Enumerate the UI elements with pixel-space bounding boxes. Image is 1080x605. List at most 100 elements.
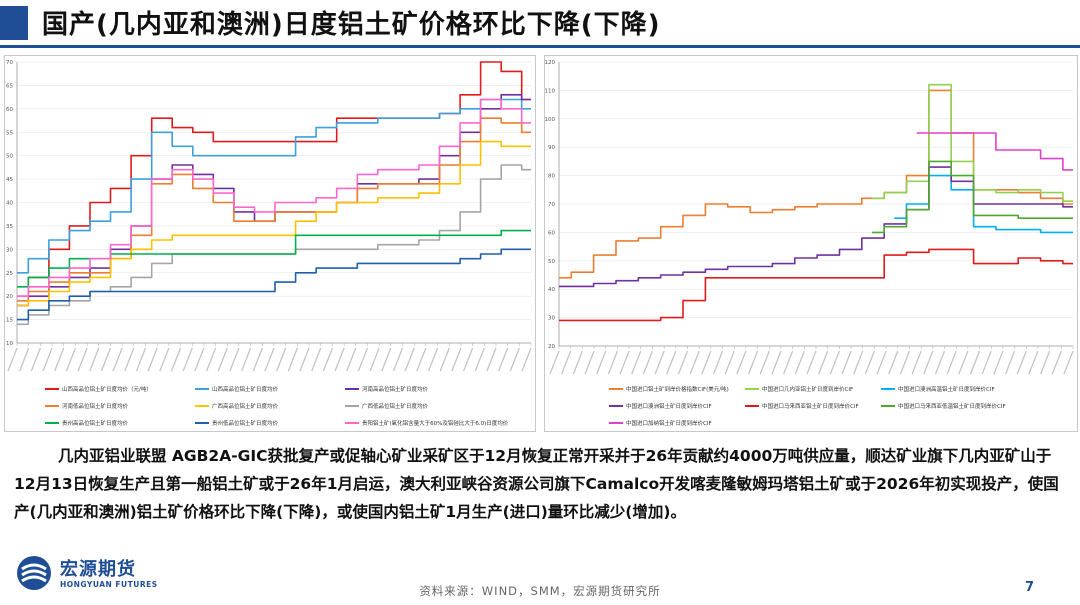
- x-tick-label-placeholder: [19, 347, 30, 372]
- x-tick-label-placeholder: [65, 347, 77, 372]
- y-tick-label: 120: [545, 60, 555, 66]
- x-tick-label-placeholder: [299, 347, 310, 372]
- title-divider: [0, 45, 1080, 48]
- chart-imported-bauxite-svg: 20 30 40 50 60 70 80 90 100 110 120 中国进口铝土矿到岸价格指数CI…: [545, 60, 1074, 427]
- x-tick-label-placeholder: [818, 350, 829, 375]
- series-line-7: [17, 248, 531, 321]
- x-tick-label-placeholder: [876, 350, 887, 375]
- y-tick-label: 50: [6, 154, 13, 160]
- x-tick-label-placeholder: [369, 347, 380, 372]
- legend-label: 河南高品位铝土矿日度均价: [362, 385, 429, 393]
- x-tick-label-placeholder: [392, 347, 404, 372]
- series-line-2: [894, 174, 1073, 234]
- x-tick-label-placeholder: [241, 347, 252, 372]
- x-tick-label-placeholder: [864, 350, 876, 375]
- legend-label: 中国进口马来西亚低温铝土矿日度到岸价CIF: [898, 402, 1006, 410]
- x-tick-label-placeholder: [1004, 350, 1016, 375]
- x-tick-label-placeholder: [346, 347, 357, 372]
- x-tick-label-placeholder: [712, 350, 724, 375]
- legend-label: 广西高品位铝土矿日度均价: [212, 402, 279, 410]
- x-tick-label-placeholder: [276, 347, 287, 372]
- y-tick-label: 100: [545, 117, 555, 123]
- y-tick-label: 60: [6, 107, 13, 113]
- x-tick-label-placeholder: [112, 347, 123, 372]
- x-tick-label-placeholder: [509, 347, 520, 372]
- x-tick-label-placeholder: [54, 347, 65, 372]
- x-tick-label-placeholder: [205, 347, 217, 372]
- x-tick-label-placeholder: [264, 347, 275, 372]
- hongyuan-logo-icon: [17, 556, 51, 590]
- x-tick-label-placeholder: [981, 350, 992, 375]
- x-tick-label-placeholder: [724, 350, 735, 375]
- x-tick-label-placeholder: [416, 347, 427, 372]
- y-tick-label: 40: [6, 201, 13, 207]
- chart-domestic-bauxite-svg: 10 15 20 25 30 35 40 45 50 55 60 65 70 山西高品位铝土矿日度均价（元…: [6, 60, 532, 427]
- y-tick-label: 60: [548, 230, 555, 236]
- x-tick-label-placeholder: [794, 350, 805, 375]
- series-line-4: [559, 248, 1073, 322]
- x-tick-label-placeholder: [1051, 350, 1062, 375]
- legend-label: 河南低品位铝土矿日度均价: [62, 402, 129, 410]
- x-tick-label-placeholder: [596, 350, 607, 375]
- y-tick-label: 30: [548, 316, 555, 322]
- company-logo: 宏源期货 HONGYUAN FUTURES: [16, 553, 176, 597]
- legend-label: 中国进口几内亚铝土矿日度到岸价CIF: [762, 385, 853, 393]
- x-tick-label-placeholder: [521, 347, 532, 372]
- x-tick-label-placeholder: [311, 347, 322, 372]
- y-tick-label: 110: [545, 88, 555, 94]
- x-tick-label-placeholder: [451, 347, 462, 372]
- x-tick-label-placeholder: [888, 350, 899, 375]
- y-tick-label: 80: [548, 174, 555, 180]
- y-tick-label: 20: [6, 294, 13, 300]
- series-line-1: [871, 83, 1073, 202]
- legend-label: 中国进口铝土矿到岸价格指数CIF(美元/吨): [626, 385, 729, 393]
- x-tick-label-placeholder: [252, 347, 263, 372]
- y-tick-label: 45: [6, 177, 13, 183]
- x-tick-label-placeholder: [806, 350, 817, 375]
- x-tick-label-placeholder: [498, 347, 509, 372]
- x-tick-label-placeholder: [404, 347, 415, 372]
- title-bar: 国产(几内亚和澳洲)日度铝土矿价格环比下降(下降): [0, 0, 1080, 50]
- x-tick-label-placeholder: [462, 347, 474, 372]
- x-tick-label-placeholder: [322, 347, 334, 372]
- y-tick-label: 70: [548, 202, 555, 208]
- chart-domestic-bauxite: 10 15 20 25 30 35 40 45 50 55 60 65 70 山西高品位铝土矿日度均价（元…: [4, 55, 536, 432]
- chart-imported-bauxite: 20 30 40 50 60 70 80 90 100 110 120 中国进口铝土矿到岸价格指数CI…: [544, 55, 1078, 432]
- series-line-6: [17, 229, 531, 288]
- legend-label: 中国进口加纳铝土矿日度到岸价CIF: [626, 419, 712, 427]
- legend-label: 贵州高品位铝土矿日度均价: [62, 419, 129, 427]
- x-tick-label-placeholder: [1028, 350, 1039, 375]
- y-tick-label: 35: [6, 224, 13, 230]
- y-tick-label: 50: [548, 259, 555, 265]
- x-tick-label-placeholder: [229, 347, 240, 372]
- y-tick-label: 90: [548, 145, 555, 151]
- x-tick-label-placeholder: [934, 350, 946, 375]
- page-title: 国产(几内亚和澳洲)日度铝土矿价格环比下降(下降): [42, 10, 661, 40]
- page-number: 7: [1024, 580, 1034, 595]
- series-line-4: [17, 140, 531, 307]
- x-tick-label-placeholder: [170, 347, 182, 372]
- legend-label: 贵州低品位铝土矿日度均价: [212, 419, 279, 427]
- y-tick-label: 70: [6, 60, 13, 66]
- y-tick-label: 30: [6, 247, 13, 253]
- y-tick-label: 25: [6, 271, 13, 277]
- x-tick-label-placeholder: [689, 350, 700, 375]
- x-tick-label-placeholder: [923, 350, 934, 375]
- x-tick-label-placeholder: [486, 347, 497, 372]
- x-tick-label-placeholder: [100, 347, 112, 372]
- x-tick-label-placeholder: [474, 347, 485, 372]
- x-tick-label-placeholder: [147, 347, 158, 372]
- x-tick-label-placeholder: [217, 347, 228, 372]
- x-tick-label-placeholder: [759, 350, 770, 375]
- x-tick-label-placeholder: [89, 347, 100, 372]
- x-tick-label-placeholder: [584, 350, 595, 375]
- x-tick-label-placeholder: [771, 350, 782, 375]
- y-tick-label: 10: [6, 341, 13, 347]
- x-tick-label-placeholder: [182, 347, 193, 372]
- legend-label: 贵阳铝土矿(氧化铝含量大于60%及铝硅比大于6.0)日度均价: [362, 419, 509, 427]
- x-tick-label-placeholder: [77, 347, 88, 372]
- legend-label: 广西低品位铝土矿日度均价: [362, 402, 429, 410]
- x-tick-label-placeholder: [439, 347, 450, 372]
- x-tick-label-placeholder: [124, 347, 135, 372]
- x-tick-label-placeholder: [7, 347, 18, 372]
